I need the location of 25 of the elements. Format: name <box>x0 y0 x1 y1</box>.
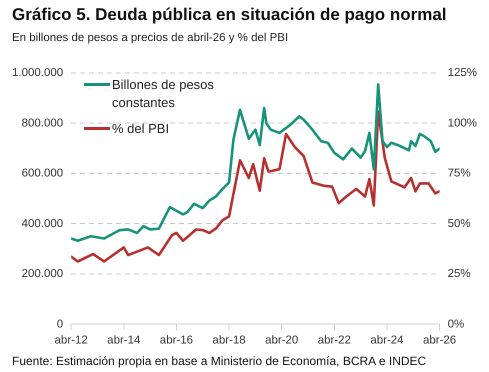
y2-tick-label: 50% <box>448 218 471 230</box>
x-tick-label: abr-26 <box>422 334 456 346</box>
x-tick-label: abr-16 <box>160 334 194 346</box>
y2-tick-label: 125% <box>448 67 478 80</box>
x-tick-label: abr-22 <box>318 334 351 346</box>
chart-subtitle: En billones de pesos a precios de abril-26 y % del PBI <box>12 32 288 44</box>
y2-tick-label: 25% <box>448 268 471 280</box>
legend-label: Billones de pesos constantes <box>112 76 215 112</box>
source-note: Fuente: Estimación propia en base a Ministerio de Economía, BCRA e INDEC <box>12 354 426 368</box>
x-tick-label: abr-18 <box>212 334 246 346</box>
y-tick-label: 0 <box>56 318 64 330</box>
x-tick-label: abr-20 <box>265 334 298 346</box>
legend-label: % del PBI <box>112 120 170 138</box>
x-tick-label: abr-14 <box>107 334 142 346</box>
y2-tick-label: 75% <box>448 168 471 180</box>
x-tick-label: abr-24 <box>370 334 404 346</box>
y2-tick-label: 0% <box>448 318 464 330</box>
y-tick-label: 1.000.000 <box>12 67 64 80</box>
y-tick-label: 200.000 <box>22 268 64 280</box>
y-tick-label: 800.000 <box>22 117 64 130</box>
y2-tick-label: 100% <box>448 117 478 130</box>
y-tick-label: 400.000 <box>22 218 64 230</box>
y-tick-label: 600.000 <box>22 168 64 180</box>
x-tick-label: abr-12 <box>54 334 88 346</box>
chart-title: Gráfico 5. Deuda pública en situación de pago normal <box>12 5 447 25</box>
